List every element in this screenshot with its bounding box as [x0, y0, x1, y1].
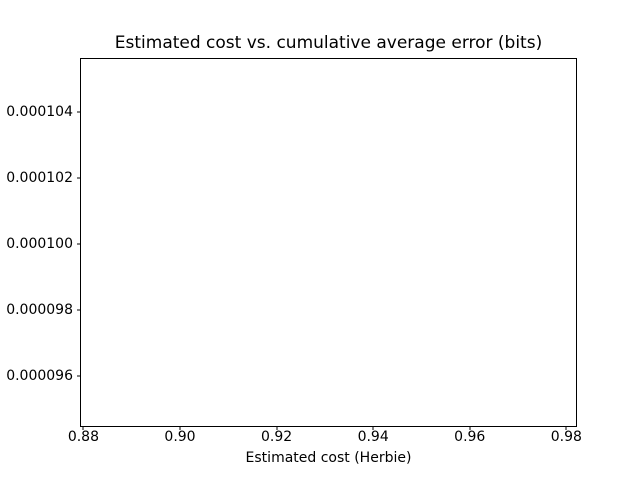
- y-tick-mark: [77, 111, 81, 113]
- chart-title: Estimated cost vs. cumulative average er…: [114, 33, 543, 53]
- x-tick-label: 0.96: [454, 429, 486, 445]
- x-tick-mark: [276, 426, 278, 430]
- plot-area: 0.88 0.90 0.92 0.94 0.96 0.98 0.000096 0.000098…: [6, 58, 582, 445]
- y-tick-mark: [77, 309, 81, 311]
- y-tick-label: 0.000100: [6, 236, 73, 253]
- x-tick-label: 0.94: [357, 429, 389, 445]
- x-tick-label: 0.92: [260, 429, 293, 445]
- y-tick-label: 0.000096: [6, 368, 73, 385]
- x-tick-label: 0.90: [164, 429, 196, 445]
- y-tick-mark: [77, 177, 81, 179]
- x-tick-mark: [469, 426, 471, 430]
- x-tick-mark: [179, 426, 181, 430]
- y-tick-mark: [77, 243, 81, 245]
- y-tick-label: 0.000102: [6, 169, 73, 186]
- x-tick-label: 0.88: [67, 429, 99, 445]
- y-tick-label: 0.000104: [6, 103, 73, 120]
- x-tick-mark: [82, 426, 84, 430]
- x-tick-mark: [372, 426, 374, 430]
- y-tick-mark: [77, 375, 81, 377]
- x-tick-mark: [565, 426, 567, 430]
- y-tick-label: 0.000098: [6, 302, 73, 319]
- x-axis-label: Estimated cost (Herbie): [245, 450, 412, 466]
- x-tick-label: 0.98: [550, 429, 582, 445]
